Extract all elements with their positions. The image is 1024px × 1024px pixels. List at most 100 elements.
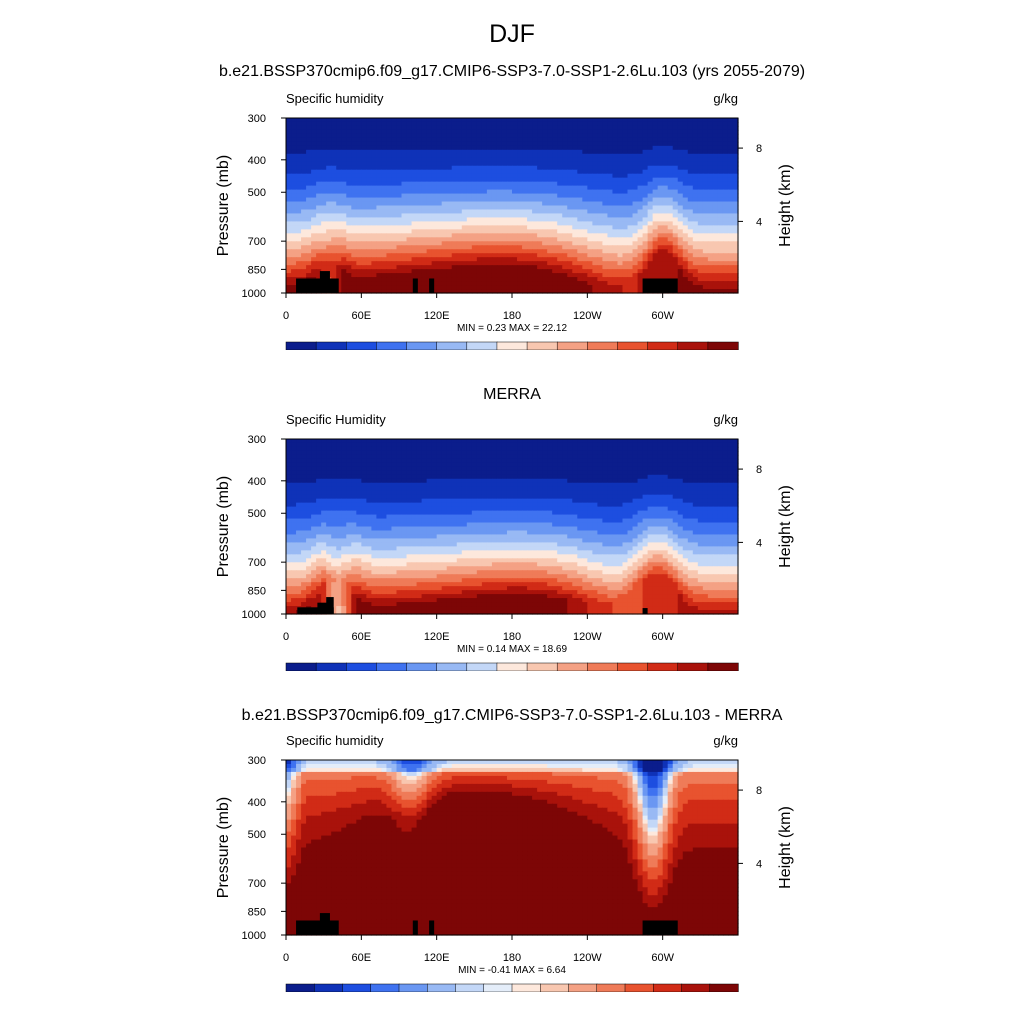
heatmap-cell [371, 121, 377, 127]
heatmap-cell [441, 237, 448, 242]
heatmap-cell [722, 281, 729, 286]
heatmap-cell [652, 273, 659, 278]
heatmap-cell [391, 177, 398, 183]
heatmap-cell [672, 141, 679, 147]
heatmap-cell [296, 189, 302, 195]
heatmap-cell [291, 454, 297, 460]
heatmap-cell [697, 462, 704, 468]
heatmap-cell [321, 462, 327, 468]
heatmap-cell [627, 285, 634, 290]
heatmap-cell [522, 241, 528, 246]
heatmap-cell [637, 285, 644, 290]
heatmap-cell [547, 273, 553, 278]
heatmap-cell [416, 474, 423, 480]
heatmap-cell [336, 145, 342, 151]
heatmap-cell [301, 213, 307, 219]
heatmap-cell [351, 249, 357, 254]
heatmap-cell [662, 165, 669, 171]
heatmap-cell [436, 261, 443, 266]
heatmap-cell [476, 125, 483, 131]
heatmap-cell [587, 225, 593, 230]
heatmap-cell [582, 205, 588, 211]
heatmap-cell [316, 450, 322, 456]
heatmap-cell [677, 221, 684, 226]
heatmap-cell [301, 197, 307, 203]
heatmap-cell [466, 249, 473, 254]
heatmap-cell [296, 237, 302, 242]
heatmap-cell [612, 181, 619, 187]
heatmap-cell [517, 157, 523, 163]
heatmap-cell [321, 141, 327, 147]
heatmap-cell [316, 205, 322, 211]
heatmap-cell [406, 118, 413, 123]
heatmap-cell [466, 454, 473, 460]
heatmap-cell [707, 285, 714, 290]
heatmap-cell [456, 221, 463, 226]
heatmap-cell [401, 253, 408, 258]
heatmap-cell [517, 217, 523, 223]
heatmap-cell [547, 241, 553, 246]
heatmap-cell [587, 217, 593, 223]
heatmap-cell [446, 209, 453, 215]
heatmap-cell [717, 439, 724, 444]
heatmap-cell [466, 257, 473, 262]
heatmap-cell [637, 289, 644, 294]
heatmap-cell [396, 157, 403, 163]
heatmap-cell [567, 277, 573, 282]
heatmap-cell [532, 281, 538, 286]
heatmap-cell [567, 289, 573, 294]
heatmap-cell [286, 133, 292, 139]
heatmap-cell [547, 129, 553, 135]
heatmap-cell [426, 121, 433, 127]
heatmap-cell [557, 185, 563, 191]
heatmap-cell [321, 133, 327, 139]
heatmap-cell [426, 241, 433, 246]
heatmap-cell [542, 277, 548, 282]
heatmap-cell [622, 133, 629, 139]
heatmap-cell [446, 281, 453, 286]
heatmap-cell [441, 470, 448, 476]
heatmap-cell [446, 173, 453, 179]
heatmap-cell [321, 149, 327, 155]
heatmap-cell [461, 265, 468, 270]
heatmap-cell [687, 289, 694, 294]
heatmap-cell [542, 466, 548, 472]
heatmap-cell [346, 257, 352, 262]
panel-2-chart: Specific Humidity g/kg 300 400 500 700 850 1000… [0, 411, 1024, 671]
heatmap-cell [506, 269, 513, 274]
heatmap-cell [702, 285, 709, 290]
heatmap-cell [326, 133, 332, 139]
heatmap-cell [486, 205, 493, 211]
heatmap-cell [557, 189, 563, 195]
heatmap-cell [486, 277, 493, 282]
heatmap-cell [657, 269, 664, 274]
heatmap-cell [547, 181, 553, 187]
heatmap-cell [517, 121, 523, 127]
heatmap-cell [436, 121, 443, 127]
heatmap-cell [401, 474, 408, 480]
heatmap-cell [496, 118, 503, 123]
heatmap-cell [386, 470, 393, 476]
heatmap-cell [647, 273, 654, 278]
heatmap-cell [296, 249, 302, 254]
heatmap-cell [692, 201, 699, 207]
heatmap-cell [722, 149, 729, 155]
heatmap-cell [306, 121, 312, 127]
heatmap-cell [617, 129, 624, 135]
heatmap-cell [426, 197, 433, 203]
heatmap-cell [341, 185, 347, 191]
heatmap-cell [637, 118, 644, 123]
heatmap-cell [577, 442, 583, 448]
heatmap-cell [491, 185, 498, 191]
heatmap-cell [612, 165, 619, 171]
heatmap-cell [391, 450, 398, 456]
heatmap-cell [682, 193, 689, 199]
heatmap-cell [386, 137, 393, 143]
heatmap-cell [351, 185, 357, 191]
heatmap-cell [517, 133, 523, 139]
heatmap-cell [376, 173, 383, 179]
heatmap-cell [527, 118, 533, 123]
heatmap-cell [506, 161, 513, 167]
heatmap-cell [296, 118, 302, 123]
variable-label: Specific humidity [286, 91, 384, 106]
